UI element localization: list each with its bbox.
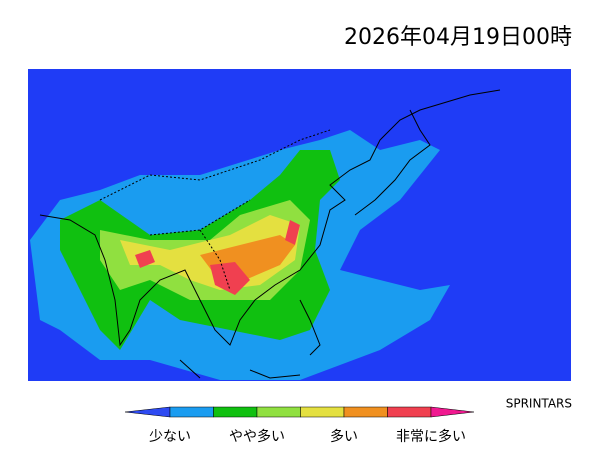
colorbar-segment: [343, 406, 388, 418]
legend-label: やや多い: [229, 428, 285, 445]
colorbar-segment: [430, 406, 475, 418]
colorbar-segment: [256, 406, 301, 418]
legend-label: 多い: [330, 428, 358, 445]
colorbar-segment: [124, 406, 171, 418]
coastline: [39, 89, 501, 347]
colorbar-segment: [169, 406, 214, 418]
border: [99, 129, 331, 291]
coastline: [179, 299, 321, 379]
legend-label: 非常に多い: [396, 428, 466, 445]
coastline: [354, 109, 431, 216]
colorbar-segment: [300, 406, 345, 418]
colorbar-segment: [213, 406, 258, 418]
colorbar: [124, 406, 475, 418]
credit: SPRINTARS: [506, 397, 572, 411]
legend-label: 少ない: [149, 429, 191, 445]
colorbar-segment: [387, 406, 432, 418]
level-6-area: [210, 262, 250, 295]
map: [28, 69, 571, 381]
forecast-time: 2026年04月19日00時: [344, 25, 572, 50]
level-6-area: [135, 250, 155, 268]
level-6-area: [285, 220, 300, 245]
